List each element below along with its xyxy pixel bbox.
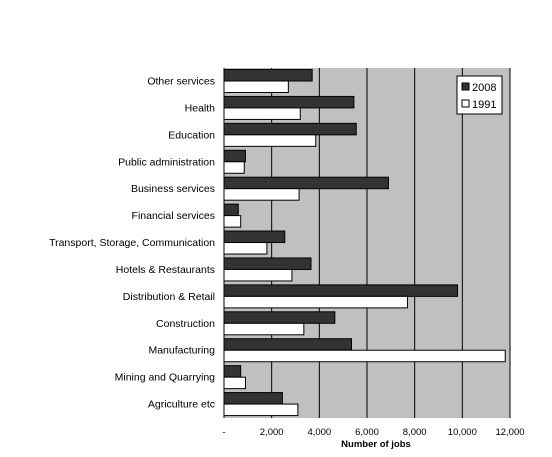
category-label: Agriculture etc [148, 399, 215, 411]
bar-2008 [223, 230, 286, 244]
bar-2008 [223, 95, 355, 109]
bar-1991 [223, 215, 242, 228]
bar-1991 [223, 161, 245, 174]
category-label: Other services [147, 76, 215, 88]
x-tick-label: 2,000 [260, 427, 284, 438]
bar-2008 [223, 392, 283, 405]
x-tick-label: 4,000 [307, 427, 331, 438]
legend: 2008 1991 [456, 75, 503, 115]
bar-1991 [223, 188, 300, 201]
bar-2008 [223, 69, 313, 82]
category-label: Construction [156, 318, 215, 330]
bar-2008 [223, 176, 389, 190]
category-labels: Other services Health Education Public admi… [49, 76, 215, 411]
bar-1991 [223, 134, 317, 147]
bar-2008 [223, 284, 459, 297]
category-label: Education [168, 129, 215, 141]
bar-1991 [223, 322, 305, 336]
x-tick-label: - [222, 427, 225, 438]
bar-1991 [223, 242, 268, 255]
x-tick-label: 10,000 [448, 427, 477, 438]
legend-swatch-1991 [461, 99, 470, 108]
bar-1991 [223, 80, 289, 93]
category-label: Health [185, 102, 216, 114]
bar-1991 [223, 107, 301, 120]
legend-label-2008: 2008 [472, 82, 496, 94]
x-axis-title: Number of jobs [341, 439, 411, 450]
category-label: Business services [131, 183, 215, 195]
bar-1991 [223, 295, 409, 309]
category-label: Distribution & Retail [123, 291, 215, 303]
bar-2008 [223, 365, 242, 378]
category-label: Financial services [132, 210, 215, 222]
category-label: Mining and Quarrying [115, 372, 216, 384]
bar-2008 [223, 122, 357, 136]
bar-2008 [223, 203, 239, 217]
bar-1991 [223, 349, 506, 363]
category-label: Transport, Storage, Communication [49, 237, 215, 249]
category-label: Hotels & Restaurants [116, 264, 215, 276]
bar-2008 [223, 311, 336, 324]
bar-2008 [223, 338, 353, 351]
bar-2008 [223, 149, 246, 163]
bar-2008 [223, 257, 312, 270]
legend-swatch-2008 [461, 82, 470, 91]
x-tick-label: 6,000 [355, 427, 379, 438]
x-tick-labels: - 2,000 4,000 6,000 8,000 10,000 12,000 [222, 427, 524, 438]
bar-1991 [223, 376, 246, 390]
category-label: Manufacturing [148, 345, 215, 357]
legend-label-1991: 1991 [472, 99, 496, 111]
bar-1991 [223, 268, 293, 282]
category-label: Public administration [118, 156, 215, 168]
x-tick-label: 12,000 [495, 427, 524, 438]
x-tick-label: 8,000 [403, 427, 427, 438]
legend-box [456, 75, 503, 115]
bar-1991 [223, 403, 299, 417]
